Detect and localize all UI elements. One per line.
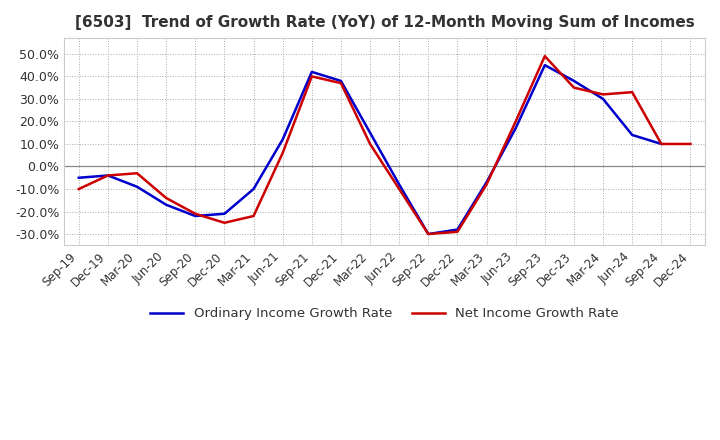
Net Income Growth Rate — [395, 187, 403, 192]
Net Income Growth Rate — [162, 195, 171, 201]
Ordinary Income Growth Rate — [249, 187, 258, 192]
Ordinary Income Growth Rate — [541, 62, 549, 68]
Net Income Growth Rate — [453, 229, 462, 235]
Ordinary Income Growth Rate — [511, 125, 520, 131]
Ordinary Income Growth Rate — [366, 130, 374, 136]
Net Income Growth Rate — [657, 141, 665, 147]
Net Income Growth Rate — [74, 187, 83, 192]
Ordinary Income Growth Rate — [337, 78, 346, 84]
Ordinary Income Growth Rate — [191, 213, 199, 219]
Ordinary Income Growth Rate — [395, 182, 403, 187]
Net Income Growth Rate — [686, 141, 695, 147]
Ordinary Income Growth Rate — [279, 137, 287, 142]
Net Income Growth Rate — [570, 85, 578, 90]
Title: [6503]  Trend of Growth Rate (YoY) of 12-Month Moving Sum of Incomes: [6503] Trend of Growth Rate (YoY) of 12-… — [75, 15, 695, 30]
Net Income Growth Rate — [424, 231, 433, 237]
Ordinary Income Growth Rate — [424, 231, 433, 237]
Net Income Growth Rate — [599, 92, 608, 97]
Legend: Ordinary Income Growth Rate, Net Income Growth Rate: Ordinary Income Growth Rate, Net Income … — [145, 302, 624, 326]
Net Income Growth Rate — [191, 211, 199, 216]
Ordinary Income Growth Rate — [162, 202, 171, 207]
Net Income Growth Rate — [104, 173, 112, 178]
Line: Net Income Growth Rate: Net Income Growth Rate — [78, 56, 690, 234]
Ordinary Income Growth Rate — [307, 69, 316, 74]
Net Income Growth Rate — [249, 213, 258, 219]
Ordinary Income Growth Rate — [453, 227, 462, 232]
Net Income Growth Rate — [279, 150, 287, 156]
Ordinary Income Growth Rate — [628, 132, 636, 138]
Net Income Growth Rate — [132, 171, 141, 176]
Net Income Growth Rate — [541, 54, 549, 59]
Ordinary Income Growth Rate — [599, 96, 608, 102]
Net Income Growth Rate — [366, 141, 374, 147]
Net Income Growth Rate — [220, 220, 229, 225]
Ordinary Income Growth Rate — [220, 211, 229, 216]
Net Income Growth Rate — [482, 182, 491, 187]
Ordinary Income Growth Rate — [482, 180, 491, 185]
Ordinary Income Growth Rate — [132, 184, 141, 189]
Line: Ordinary Income Growth Rate: Ordinary Income Growth Rate — [78, 65, 661, 234]
Ordinary Income Growth Rate — [570, 78, 578, 84]
Net Income Growth Rate — [628, 89, 636, 95]
Ordinary Income Growth Rate — [74, 175, 83, 180]
Ordinary Income Growth Rate — [657, 141, 665, 147]
Net Income Growth Rate — [337, 81, 346, 86]
Ordinary Income Growth Rate — [104, 173, 112, 178]
Net Income Growth Rate — [511, 119, 520, 124]
Net Income Growth Rate — [307, 74, 316, 79]
